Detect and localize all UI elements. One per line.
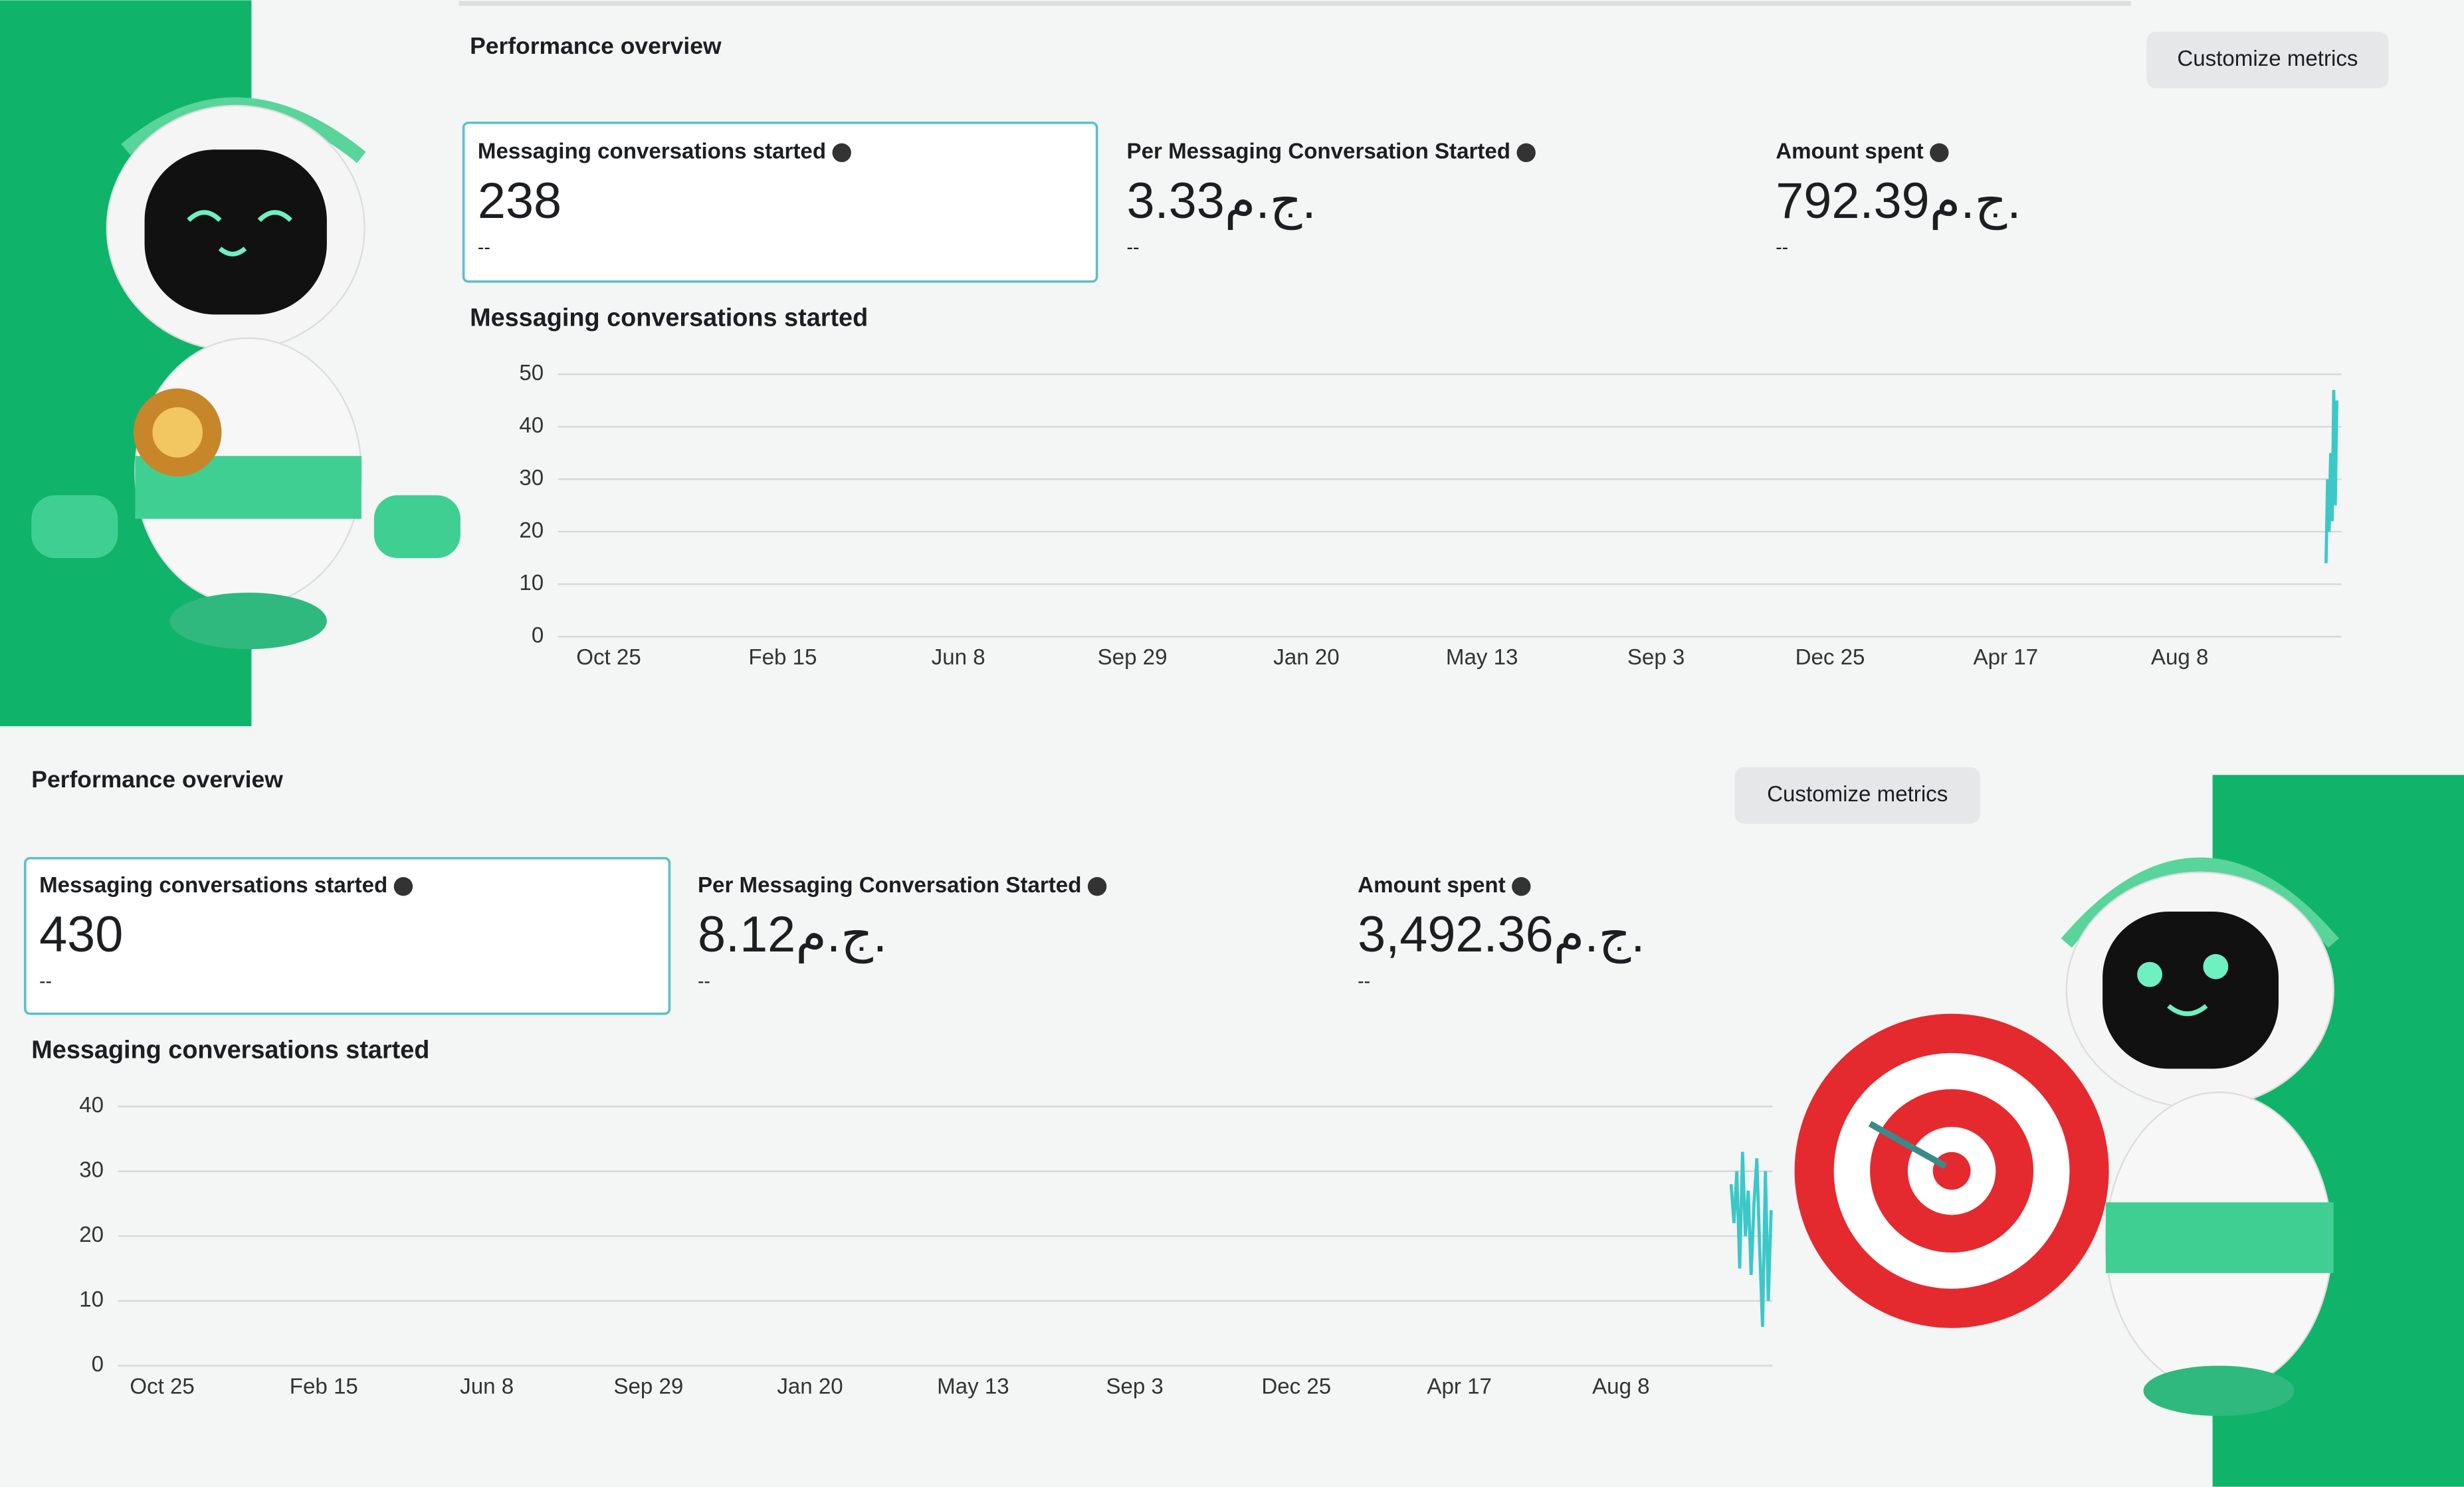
metric-change: --: [39, 971, 52, 992]
x-tick-label: Oct 25: [130, 1374, 195, 1399]
info-icon[interactable]: [1930, 143, 1949, 163]
metric-label: Per Messaging Conversation Started: [1127, 140, 1510, 164]
metric-value: 430: [39, 906, 123, 963]
section-title: Performance overview: [470, 33, 722, 59]
selected-metric-box[interactable]: [24, 856, 671, 1015]
y-tick-label: 30: [79, 1158, 104, 1183]
customize-button[interactable]: Customize metrics: [2177, 47, 2358, 71]
x-tick-label: May 13: [1446, 645, 1518, 670]
chart-title: Messaging conversations started: [470, 304, 868, 332]
metric-label: Messaging conversations started: [39, 873, 387, 898]
metric-label: Messaging conversations started: [478, 140, 826, 164]
y-tick-label: 10: [79, 1288, 104, 1312]
metric-change: --: [1127, 237, 1140, 258]
x-tick-label: Aug 8: [2151, 645, 2208, 670]
x-tick-label: Oct 25: [576, 645, 641, 670]
y-tick-label: 0: [532, 623, 544, 648]
x-tick-label: Apr 17: [1427, 1374, 1492, 1399]
y-tick-label: 20: [79, 1223, 104, 1247]
metric-label: Per Messaging Conversation Started: [698, 873, 1081, 898]
x-tick-label: Sep 3: [1627, 645, 1685, 670]
y-tick-label: 20: [519, 518, 544, 543]
x-tick-label: Sep 29: [613, 1374, 683, 1399]
button-bg[interactable]: [1734, 767, 1980, 824]
robot-illustration: [1794, 857, 2339, 1417]
metric-value: 3,492.36ج.م.: [1358, 906, 1645, 964]
y-tick-label: 40: [519, 413, 544, 438]
y-tick-label: 50: [519, 361, 544, 385]
robot-illustration: [31, 97, 461, 650]
y-tick-label: 10: [519, 571, 544, 595]
button-bg[interactable]: [2146, 31, 2389, 88]
x-tick-label: Jun 8: [460, 1374, 514, 1399]
info-icon[interactable]: [393, 877, 413, 896]
info-icon[interactable]: [1516, 143, 1536, 163]
info-icon[interactable]: [1512, 877, 1531, 896]
metric-value: 3.33ج.م.: [1127, 173, 1316, 231]
y-tick-label: 0: [92, 1352, 104, 1377]
metric-change: --: [478, 237, 490, 258]
x-tick-label: Jan 20: [777, 1374, 843, 1399]
x-tick-label: Feb 15: [748, 645, 817, 670]
y-tick-label: 40: [79, 1093, 104, 1118]
x-tick-label: Dec 25: [1796, 645, 1865, 670]
metric-change: --: [1776, 237, 1788, 258]
x-tick-label: Aug 8: [1592, 1374, 1649, 1399]
info-icon[interactable]: [832, 143, 851, 163]
metric-value: 238: [478, 173, 562, 229]
info-icon[interactable]: [1087, 877, 1107, 896]
x-tick-label: Sep 3: [1106, 1374, 1163, 1399]
metric-change: --: [1358, 971, 1370, 992]
data-line: [1729, 1151, 1773, 1328]
x-tick-label: May 13: [937, 1374, 1009, 1399]
data-line: [2324, 389, 2338, 563]
chart-title: Messaging conversations started: [31, 1037, 429, 1064]
selected-metric-box[interactable]: [462, 122, 1098, 283]
y-tick-label: 30: [519, 466, 544, 490]
customize-button[interactable]: Customize metrics: [1767, 782, 1948, 807]
section-title: Performance overview: [31, 766, 283, 793]
metric-change: --: [698, 971, 710, 992]
x-tick-label: Jun 8: [932, 645, 985, 670]
x-tick-label: Feb 15: [290, 1374, 358, 1399]
x-tick-label: Sep 29: [1098, 645, 1168, 670]
metric-label: Amount spent: [1776, 140, 1923, 164]
x-tick-label: Dec 25: [1261, 1374, 1331, 1399]
x-tick-label: Apr 17: [1974, 645, 2039, 670]
metric-value: 792.39ج.م.: [1776, 173, 2021, 231]
metric-label: Amount spent: [1358, 873, 1505, 898]
x-tick-label: Jan 20: [1273, 645, 1339, 670]
metric-value: 8.12ج.م.: [698, 906, 887, 964]
